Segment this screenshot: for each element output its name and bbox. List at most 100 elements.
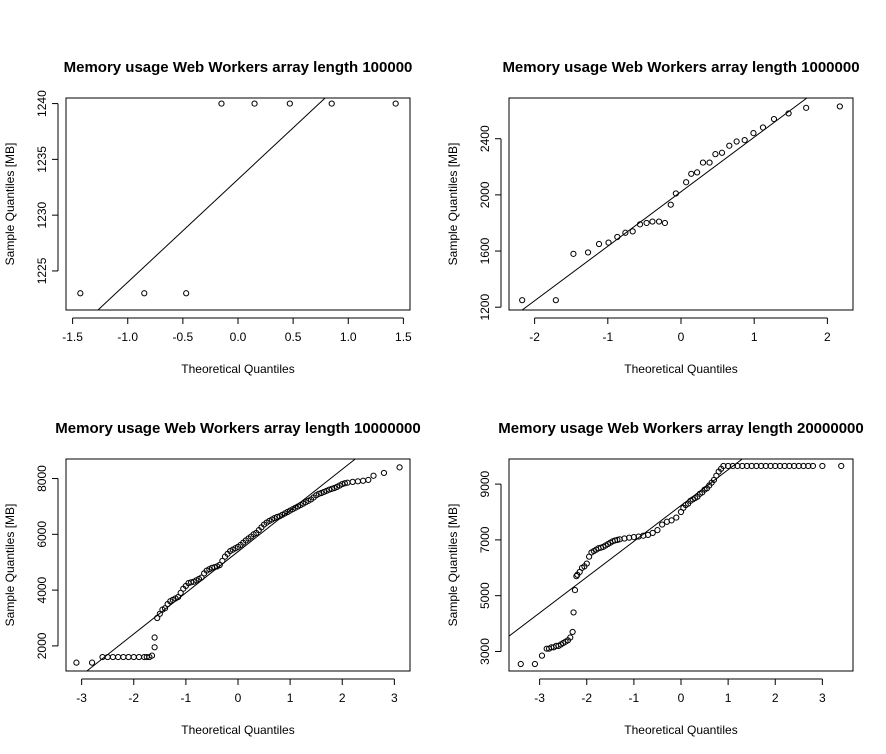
qq-panel-20000000: Memory usage Web Workers array length 20… bbox=[446, 420, 864, 737]
x-tick-label: 2 bbox=[772, 691, 779, 705]
y-axis-title: Sample Quantiles [MB] bbox=[3, 143, 17, 266]
data-point bbox=[661, 219, 668, 227]
data-point bbox=[668, 517, 675, 524]
data-point bbox=[104, 653, 111, 661]
y-tick-label: 2000 bbox=[478, 181, 492, 208]
y-tick-label: 2000 bbox=[35, 632, 49, 659]
data-point bbox=[570, 609, 577, 616]
x-tick-label: 3 bbox=[819, 691, 826, 705]
data-point bbox=[341, 480, 348, 487]
y-tick-label: 6000 bbox=[35, 521, 49, 548]
data-point bbox=[649, 529, 656, 537]
data-layer bbox=[519, 98, 843, 310]
data-point bbox=[571, 587, 579, 594]
data-point bbox=[77, 290, 84, 297]
x-tick-label: 2 bbox=[339, 691, 346, 705]
y-tick-label: 3000 bbox=[478, 638, 492, 665]
y-tick-label: 5000 bbox=[478, 582, 492, 609]
data-point bbox=[629, 228, 636, 235]
data-point bbox=[125, 653, 132, 661]
data-point bbox=[88, 659, 96, 666]
data-point bbox=[567, 634, 574, 641]
x-tick-label: 1.0 bbox=[340, 330, 357, 344]
data-point bbox=[785, 110, 792, 117]
data-point bbox=[519, 297, 526, 304]
x-tick-label: -1 bbox=[629, 691, 640, 705]
qq-reference-line bbox=[509, 459, 743, 637]
x-tick-label: 0 bbox=[235, 691, 242, 705]
data-point bbox=[328, 100, 335, 107]
y-tick-label: 8000 bbox=[35, 465, 49, 492]
data-point bbox=[809, 462, 817, 470]
y-axis-title: Sample Quantiles [MB] bbox=[446, 504, 460, 627]
data-layer bbox=[77, 98, 399, 310]
x-tick-label: 0.5 bbox=[285, 330, 302, 344]
data-point bbox=[654, 527, 661, 534]
y-tick-label: 9000 bbox=[478, 470, 492, 497]
data-point bbox=[741, 137, 748, 144]
x-axis-title: Theoretical Quantiles bbox=[624, 723, 737, 737]
x-tick-label: 1 bbox=[725, 691, 732, 705]
data-point bbox=[712, 151, 719, 158]
data-point bbox=[667, 201, 674, 208]
data-point bbox=[750, 129, 757, 137]
data-point bbox=[148, 652, 156, 659]
data-point bbox=[672, 190, 679, 197]
data-point bbox=[392, 100, 399, 107]
data-point bbox=[531, 660, 539, 668]
data-point bbox=[328, 485, 335, 492]
data-point bbox=[273, 513, 281, 521]
data-point bbox=[349, 478, 356, 485]
data-point bbox=[211, 564, 218, 571]
qq-reference-line bbox=[521, 98, 808, 310]
data-point bbox=[120, 653, 127, 661]
x-tick-label: 3 bbox=[391, 691, 398, 705]
x-tick-label: 1 bbox=[751, 330, 758, 344]
data-point bbox=[286, 100, 293, 107]
x-tick-label: -2 bbox=[128, 691, 139, 705]
x-tick-label: -1 bbox=[181, 691, 192, 705]
data-point bbox=[370, 472, 377, 479]
data-layer bbox=[509, 459, 845, 668]
plot-frame bbox=[508, 97, 854, 311]
qq-reference-line bbox=[97, 98, 326, 310]
x-axis-title: Theoretical Quantiles bbox=[181, 723, 294, 737]
x-tick-label: 1.5 bbox=[395, 330, 412, 344]
data-point bbox=[573, 573, 580, 580]
x-tick-label: -3 bbox=[534, 691, 545, 705]
data-point bbox=[538, 652, 546, 659]
qq-reference-line bbox=[86, 459, 356, 671]
data-point bbox=[759, 124, 767, 131]
data-point bbox=[130, 653, 137, 661]
chart-title: Memory usage Web Workers array length 10… bbox=[64, 59, 413, 76]
x-tick-label: -3 bbox=[76, 691, 87, 705]
data-point bbox=[517, 660, 524, 668]
data-point bbox=[583, 560, 590, 567]
data-point bbox=[655, 218, 663, 225]
x-tick-label: 0.0 bbox=[230, 330, 247, 344]
qq-panel-100000: Memory usage Web Workers array length 10… bbox=[3, 59, 412, 376]
x-tick-label: 0 bbox=[678, 330, 685, 344]
data-point bbox=[326, 486, 333, 493]
x-axis-title: Theoretical Quantiles bbox=[624, 362, 737, 376]
data-point bbox=[699, 159, 707, 166]
data-point bbox=[135, 653, 143, 661]
data-point bbox=[643, 219, 650, 227]
data-point bbox=[838, 462, 845, 470]
x-tick-label: -1 bbox=[602, 330, 613, 344]
x-axis-title: Theoretical Quantiles bbox=[181, 362, 294, 376]
data-point bbox=[718, 149, 726, 156]
y-tick-label: 7000 bbox=[478, 526, 492, 553]
data-point bbox=[315, 490, 322, 497]
qq-panel-10000000: Memory usage Web Workers array length 10… bbox=[3, 420, 421, 737]
x-tick-label: -0.5 bbox=[173, 330, 194, 344]
data-point bbox=[659, 521, 666, 528]
data-point bbox=[218, 100, 225, 107]
data-point bbox=[622, 229, 629, 236]
chart-title: Memory usage Web Workers array length 20… bbox=[498, 420, 863, 437]
data-point bbox=[733, 138, 740, 145]
data-point bbox=[151, 644, 158, 651]
data-point bbox=[726, 142, 733, 149]
data-point bbox=[836, 103, 843, 110]
